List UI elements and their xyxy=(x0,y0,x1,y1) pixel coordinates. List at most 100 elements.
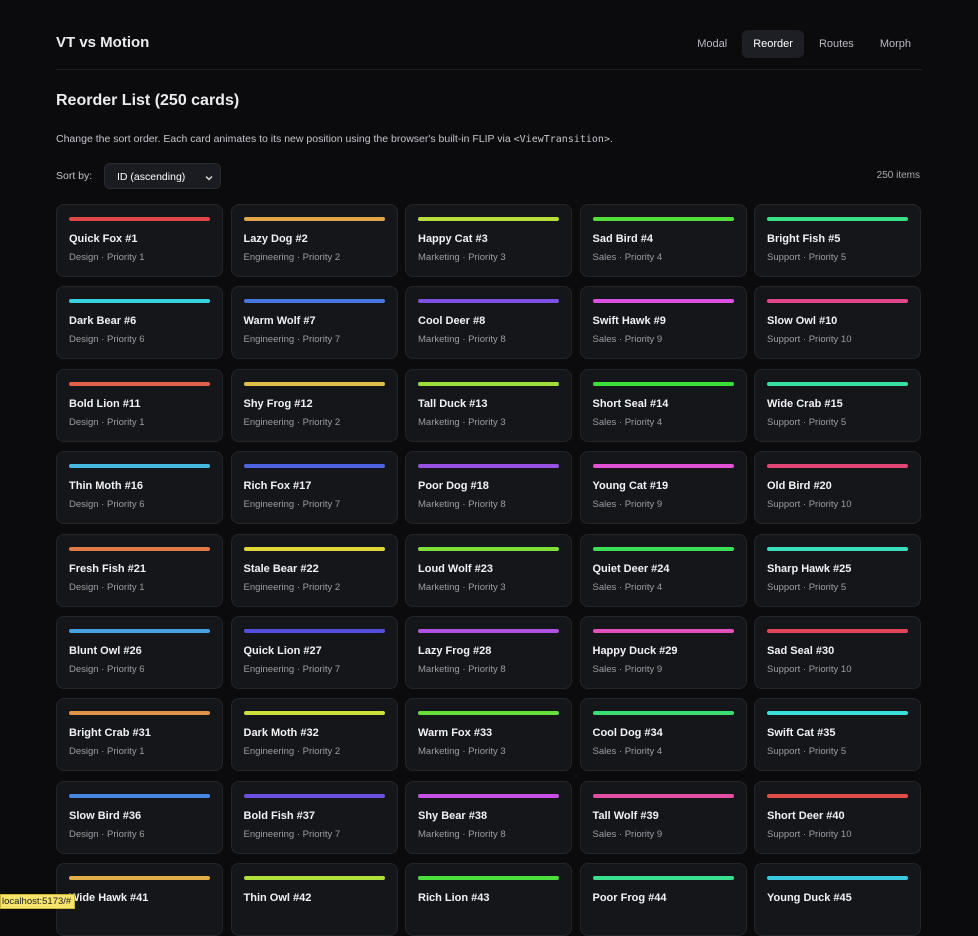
card-accent xyxy=(69,628,210,633)
card[interactable]: Bright Fish #5 Support · Priority 5 xyxy=(754,204,921,277)
card[interactable]: Wide Hawk #41 xyxy=(56,863,223,936)
card-title: Short Seal #14 xyxy=(592,397,669,410)
card[interactable]: Young Duck #45 xyxy=(754,863,921,936)
card-accent xyxy=(767,711,908,716)
card[interactable]: Warm Fox #33 Marketing · Priority 3 xyxy=(405,698,572,772)
card[interactable]: Dark Bear #6 Design · Priority 6 xyxy=(56,286,223,360)
nav-link[interactable]: Modal xyxy=(697,38,728,50)
card-title: Dark Moth #32 xyxy=(243,727,319,740)
card-meta: Marketing · Priority 8 xyxy=(418,499,506,511)
nav-link[interactable]: Routes xyxy=(818,38,854,50)
card-meta: Support · Priority 10 xyxy=(767,499,852,511)
card[interactable]: Happy Cat #3 Marketing · Priority 3 xyxy=(405,204,572,277)
card[interactable]: Thin Owl #42 xyxy=(230,863,398,936)
card[interactable]: Dark Moth #32 Engineering · Priority 2 xyxy=(230,698,398,772)
card-meta: Engineering · Priority 2 xyxy=(243,746,341,758)
card[interactable]: Tall Duck #13 Marketing · Priority 3 xyxy=(405,368,572,442)
card-title: Fresh Fish #21 xyxy=(69,562,147,575)
card-accent xyxy=(592,464,734,469)
card[interactable]: Bold Lion #11 Design · Priority 1 xyxy=(56,368,223,442)
card[interactable]: Loud Wolf #23 Marketing · Priority 3 xyxy=(405,533,572,607)
nav-link[interactable]: Morph xyxy=(879,38,911,50)
card[interactable]: Bold Fish #37 Engineering · Priority 7 xyxy=(230,780,398,854)
card[interactable]: Tall Wolf #39 Sales · Priority 9 xyxy=(579,780,747,854)
card[interactable]: Short Deer #40 Support · Priority 10 xyxy=(754,780,921,854)
card-title: Warm Fox #33 xyxy=(418,727,493,740)
card[interactable]: Old Bird #20 Support · Priority 10 xyxy=(754,451,921,525)
card[interactable]: Bright Crab #31 Design · Priority 1 xyxy=(56,698,223,772)
card-meta: Sales · Priority 4 xyxy=(592,416,663,428)
description-code: <ViewTransition> xyxy=(513,134,610,145)
card[interactable]: Happy Duck #29 Sales · Priority 9 xyxy=(579,615,747,689)
card-title: Wide Crab #15 xyxy=(767,397,843,410)
card-title: Cool Deer #8 xyxy=(418,315,486,328)
card[interactable]: Sharp Hawk #25 Support · Priority 5 xyxy=(754,533,921,607)
card[interactable]: Swift Hawk #9 Sales · Priority 9 xyxy=(579,286,747,360)
card[interactable]: Cool Dog #34 Sales · Priority 4 xyxy=(579,698,747,772)
card[interactable]: Quick Lion #27 Engineering · Priority 7 xyxy=(230,615,398,689)
card[interactable]: Sad Seal #30 Support · Priority 10 xyxy=(754,615,921,689)
card-accent xyxy=(69,876,210,881)
card[interactable]: Stale Bear #22 Engineering · Priority 2 xyxy=(230,533,398,607)
card[interactable]: Lazy Frog #28 Marketing · Priority 8 xyxy=(405,615,572,689)
card[interactable]: Swift Cat #35 Support · Priority 5 xyxy=(754,698,921,772)
card-title: Sad Seal #30 xyxy=(767,644,835,657)
card[interactable]: Shy Frog #12 Engineering · Priority 2 xyxy=(230,368,398,442)
card-meta: Sales · Priority 9 xyxy=(592,663,663,675)
card-title: Slow Bird #36 xyxy=(69,809,142,822)
card-accent xyxy=(767,876,908,881)
card-meta: Engineering · Priority 2 xyxy=(243,252,341,263)
card-accent xyxy=(418,876,559,881)
card-meta: Design · Priority 6 xyxy=(69,828,145,840)
card-accent xyxy=(592,711,734,716)
card-accent xyxy=(592,793,734,798)
sort-select[interactable]: ID (ascending) xyxy=(104,163,221,189)
card[interactable]: Slow Bird #36 Design · Priority 6 xyxy=(56,780,223,854)
page: VT vs Motion Modal Reorder Routes Morph Reo… xyxy=(0,30,922,936)
card-accent xyxy=(243,217,385,221)
card[interactable]: Slow Owl #10 Support · Priority 10 xyxy=(754,286,921,360)
card[interactable]: Poor Dog #18 Marketing · Priority 8 xyxy=(405,451,572,525)
card[interactable]: Rich Fox #17 Engineering · Priority 7 xyxy=(230,451,398,525)
card-accent xyxy=(69,381,210,386)
card[interactable]: Shy Bear #38 Marketing · Priority 8 xyxy=(405,780,572,854)
card-meta: Engineering · Priority 7 xyxy=(243,499,341,511)
card-title: Bright Fish #5 xyxy=(767,233,841,245)
card[interactable]: Warm Wolf #7 Engineering · Priority 7 xyxy=(230,286,398,360)
card[interactable]: Young Cat #19 Sales · Priority 9 xyxy=(579,451,747,525)
nav-link[interactable]: Reorder xyxy=(742,30,804,58)
card-meta: Sales · Priority 4 xyxy=(592,746,663,758)
card[interactable]: Sad Bird #4 Sales · Priority 4 xyxy=(579,204,747,277)
card-title: Bold Fish #37 xyxy=(243,809,316,822)
card[interactable]: Cool Deer #8 Marketing · Priority 8 xyxy=(405,286,572,360)
card[interactable]: Rich Lion #43 xyxy=(405,863,572,936)
card[interactable]: Poor Frog #44 xyxy=(579,863,747,936)
card-accent xyxy=(69,217,210,221)
card[interactable]: Quick Fox #1 Design · Priority 1 xyxy=(56,204,223,277)
card-accent xyxy=(69,299,210,304)
card-meta: Support · Priority 5 xyxy=(767,252,847,263)
card[interactable]: Blunt Owl #26 Design · Priority 6 xyxy=(56,615,223,689)
card[interactable]: Wide Crab #15 Support · Priority 5 xyxy=(754,368,921,442)
description-text: Change the sort order. Each card animate… xyxy=(56,133,514,145)
card-meta: Support · Priority 10 xyxy=(767,828,852,840)
card[interactable]: Thin Moth #16 Design · Priority 6 xyxy=(56,451,223,525)
card-accent xyxy=(418,299,559,304)
card-title: Swift Hawk #9 xyxy=(592,315,666,328)
card-meta: Marketing · Priority 3 xyxy=(418,416,506,428)
card-accent xyxy=(418,711,559,716)
card-accent xyxy=(243,876,385,881)
card[interactable]: Lazy Dog #2 Engineering · Priority 2 xyxy=(230,204,398,277)
card-title: Quick Fox #1 xyxy=(69,233,138,245)
card-meta: Sales · Priority 4 xyxy=(592,252,663,263)
card-meta: Design · Priority 6 xyxy=(69,663,145,675)
sort-label: Sort by: xyxy=(56,170,93,182)
card[interactable]: Short Seal #14 Sales · Priority 4 xyxy=(579,368,747,442)
card-title: Lazy Dog #2 xyxy=(243,233,308,245)
card-meta: Engineering · Priority 2 xyxy=(243,416,341,428)
card-accent xyxy=(767,299,908,304)
card[interactable]: Fresh Fish #21 Design · Priority 1 xyxy=(56,533,223,607)
card-title: Rich Lion #43 xyxy=(418,892,490,905)
chevron xyxy=(205,176,213,181)
card[interactable]: Quiet Deer #24 Sales · Priority 4 xyxy=(579,533,747,607)
